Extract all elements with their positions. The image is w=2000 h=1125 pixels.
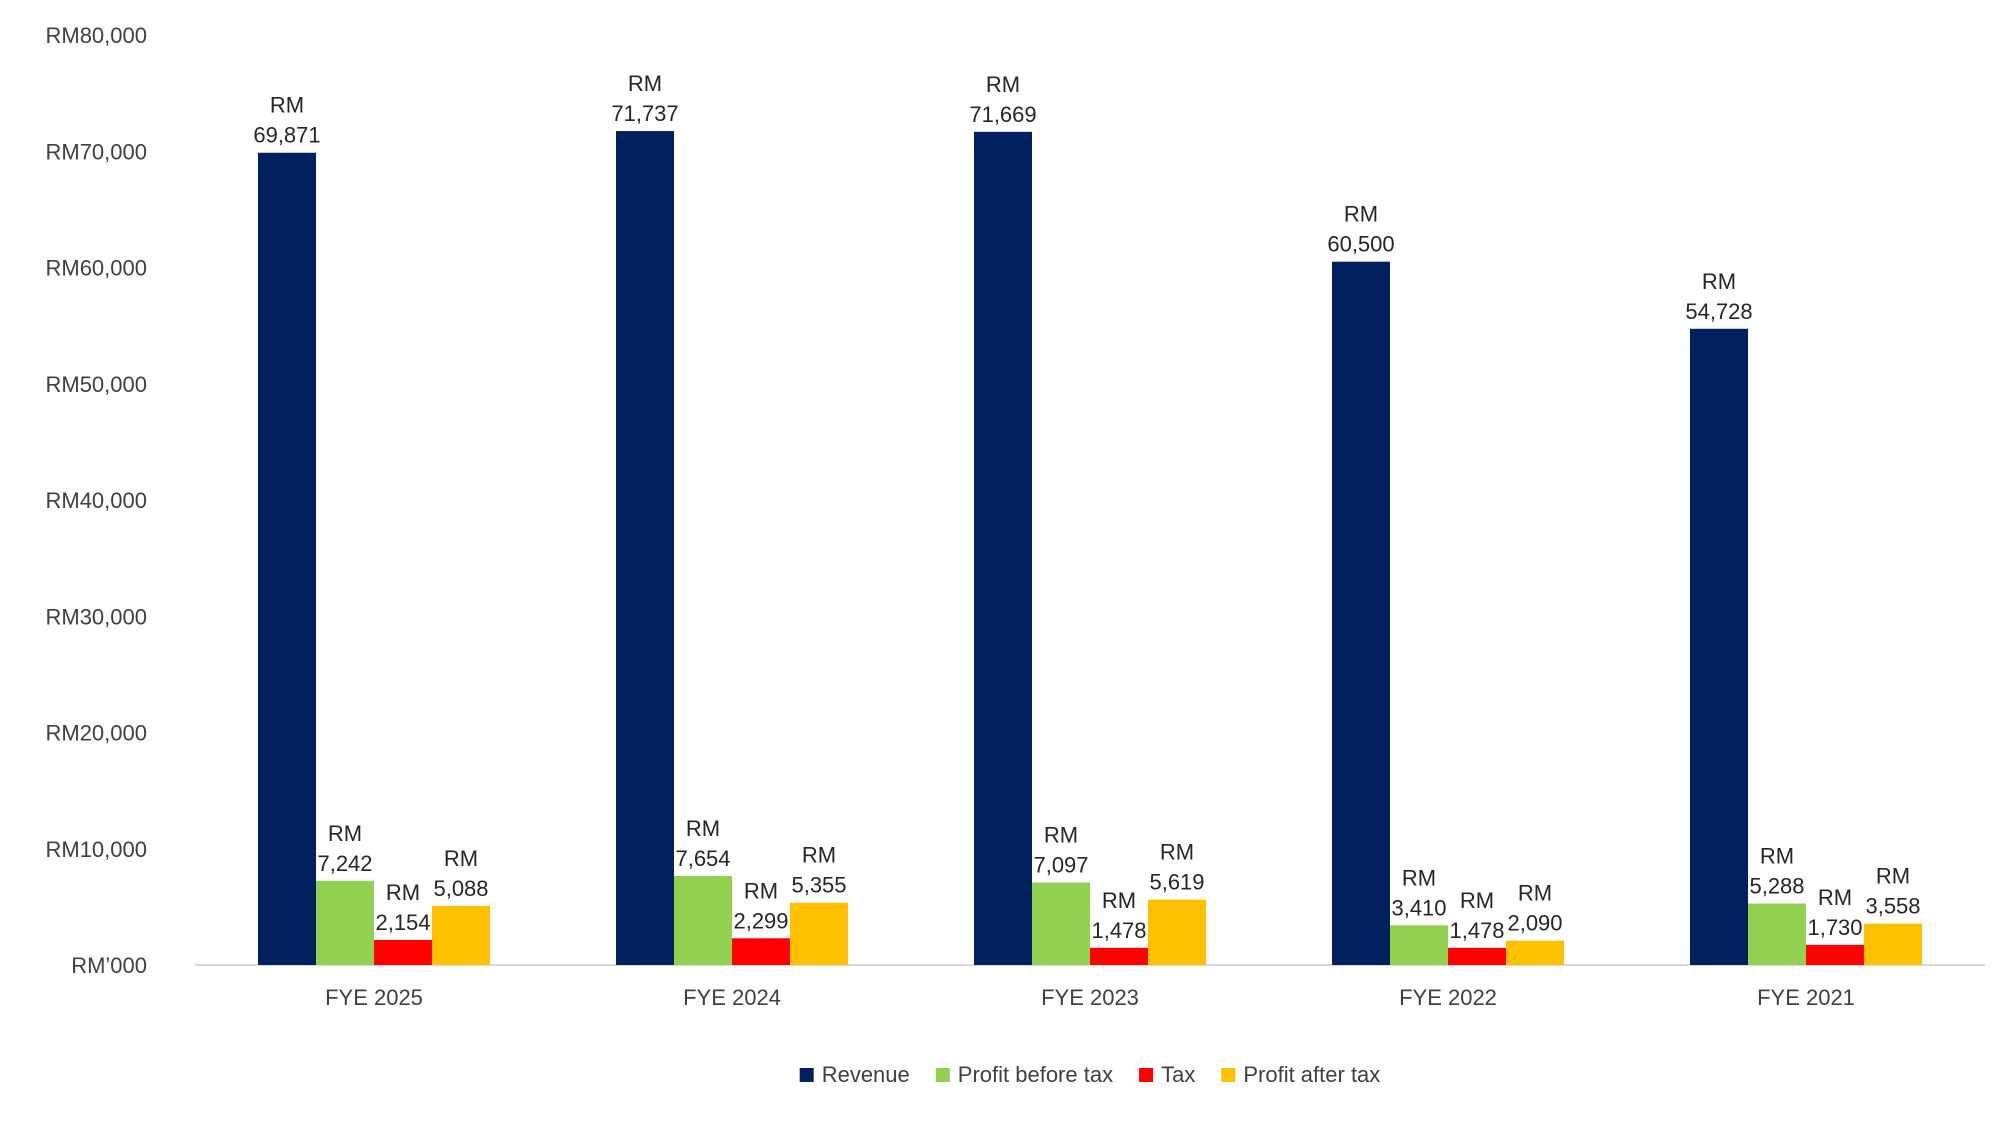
legend-label: Profit before tax — [958, 1062, 1113, 1087]
data-label-value: 7,654 — [675, 846, 730, 871]
legend-item: Profit after tax — [1221, 1062, 1380, 1087]
y-tick-label: RM50,000 — [45, 372, 147, 397]
bar — [1448, 947, 1506, 965]
legend-swatch — [799, 1068, 814, 1082]
data-label-prefix: RM — [686, 816, 720, 841]
data-label-value: 5,288 — [1749, 874, 1804, 899]
data-label-value: 71,669 — [969, 102, 1036, 127]
y-tick-label: RM60,000 — [45, 256, 147, 281]
y-tick-label: RM70,000 — [45, 139, 147, 164]
data-label-prefix: RM — [1460, 888, 1494, 913]
legend-swatch — [1221, 1068, 1236, 1082]
x-tick-label: FYE 2024 — [683, 985, 781, 1010]
data-label-value: 3,410 — [1391, 895, 1446, 920]
data-label-prefix: RM — [986, 72, 1020, 97]
x-tick-label: FYE 2025 — [325, 985, 423, 1010]
data-label-prefix: RM — [802, 843, 836, 868]
y-tick-label: RM30,000 — [45, 604, 147, 629]
data-label-value: 5,088 — [433, 876, 488, 901]
x-tick-label: FYE 2023 — [1041, 985, 1139, 1010]
data-label-value: 60,500 — [1327, 232, 1394, 257]
data-label-value: 71,737 — [611, 101, 678, 126]
data-label-value: 1,730 — [1807, 915, 1862, 940]
data-label-prefix: RM — [1344, 202, 1378, 227]
legend-item: Revenue — [799, 1062, 910, 1087]
bar — [1032, 882, 1090, 965]
data-label-prefix: RM — [270, 93, 304, 118]
legend-item: Profit before tax — [935, 1062, 1113, 1087]
bar — [432, 905, 490, 965]
data-label-prefix: RM — [1160, 840, 1194, 865]
bar — [674, 876, 732, 965]
bar — [374, 939, 432, 965]
bar — [1806, 944, 1864, 965]
data-label-prefix: RM — [1518, 881, 1552, 906]
bar — [1748, 903, 1806, 965]
data-label-value: 1,478 — [1449, 918, 1504, 943]
data-label-value: 5,619 — [1149, 870, 1204, 895]
data-label-value: 1,478 — [1091, 918, 1146, 943]
y-tick-label: RM80,000 — [45, 23, 147, 48]
data-label-prefix: RM — [1044, 822, 1078, 847]
bar — [790, 902, 848, 965]
data-label-prefix: RM — [444, 846, 478, 871]
x-tick-label: FYE 2022 — [1399, 985, 1497, 1010]
bar — [974, 131, 1032, 965]
bar — [1864, 923, 1922, 965]
x-axis-category-labels: FYE 2025 FYE 2024 FYE 2023 FYE 2022 FYE 2021 — [325, 985, 1855, 1010]
bar — [1690, 328, 1748, 965]
data-label-prefix: RM — [1760, 844, 1794, 869]
bar — [732, 938, 790, 965]
data-label-value: 2,090 — [1507, 911, 1562, 936]
y-tick-label: RM’000 — [71, 953, 147, 978]
y-axis-tick-labels: RM’000 RM10,000 RM20,000 RM30,000 RM40,000 RM… — [45, 23, 147, 978]
data-label-prefix: RM — [1876, 864, 1910, 889]
legend-swatch — [935, 1068, 950, 1082]
data-label-value: 7,097 — [1033, 852, 1088, 877]
data-label-prefix: RM — [1702, 269, 1736, 294]
bar — [1148, 899, 1206, 965]
legend-label: Revenue — [822, 1062, 910, 1087]
bar — [1332, 261, 1390, 965]
data-label-prefix: RM — [1818, 885, 1852, 910]
data-label-value: 69,871 — [253, 123, 320, 148]
data-label-prefix: RM — [744, 878, 778, 903]
bar — [316, 880, 374, 965]
data-label-prefix: RM — [386, 880, 420, 905]
data-label-prefix: RM — [1102, 888, 1136, 913]
legend-label: Tax — [1161, 1062, 1195, 1087]
y-tick-label: RM20,000 — [45, 721, 147, 746]
legend-label: Profit after tax — [1243, 1062, 1380, 1087]
bar — [258, 152, 316, 965]
x-tick-label: FYE 2021 — [1757, 985, 1855, 1010]
bar — [1090, 947, 1148, 965]
y-tick-label: RM10,000 — [45, 837, 147, 862]
data-label-prefix: RM — [628, 71, 662, 96]
bar — [1390, 925, 1448, 965]
data-labels-group: RM 69,871 RM 7,242 RM 2,154 RM 5,088 RM 71,737 RM 7… — [253, 71, 1920, 943]
data-label-value: 3,558 — [1865, 894, 1920, 919]
data-label-value: 2,299 — [733, 908, 788, 933]
legend-item: Tax — [1139, 1062, 1195, 1087]
data-label-value: 7,242 — [317, 851, 372, 876]
data-label-value: 5,355 — [791, 873, 846, 898]
data-label-prefix: RM — [1402, 865, 1436, 890]
legend: Revenue Profit before tax Tax Profit after … — [799, 1062, 1380, 1087]
bar — [1506, 940, 1564, 965]
data-label-prefix: RM — [328, 821, 362, 846]
data-label-value: 54,728 — [1685, 299, 1752, 324]
legend-swatch — [1139, 1068, 1154, 1082]
bars-group — [258, 131, 1922, 965]
data-label-value: 2,154 — [375, 910, 430, 935]
y-tick-label: RM40,000 — [45, 488, 147, 513]
bar — [616, 131, 674, 965]
